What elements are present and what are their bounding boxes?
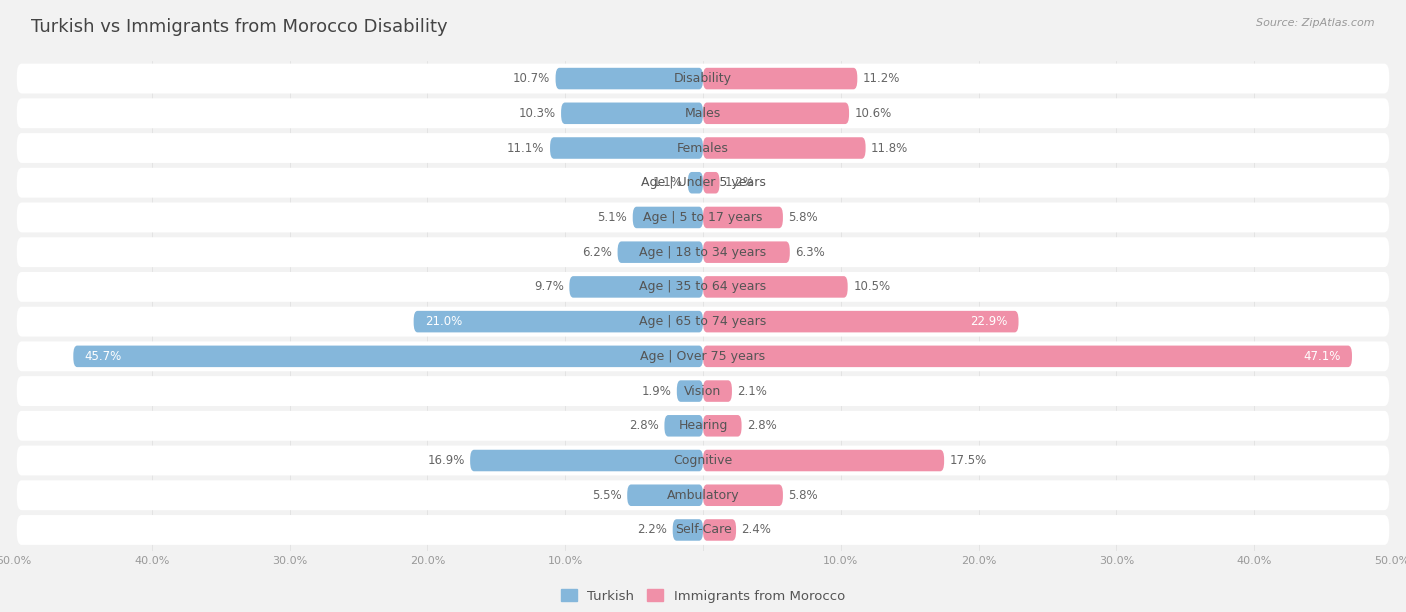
Text: 9.7%: 9.7%: [534, 280, 564, 293]
Legend: Turkish, Immigrants from Morocco: Turkish, Immigrants from Morocco: [555, 584, 851, 608]
Text: Hearing: Hearing: [678, 419, 728, 432]
FancyBboxPatch shape: [703, 450, 945, 471]
Text: Age | 35 to 64 years: Age | 35 to 64 years: [640, 280, 766, 293]
Text: Cognitive: Cognitive: [673, 454, 733, 467]
FancyBboxPatch shape: [470, 450, 703, 471]
Text: 16.9%: 16.9%: [427, 454, 464, 467]
Text: 11.2%: 11.2%: [863, 72, 900, 85]
Text: Self-Care: Self-Care: [675, 523, 731, 537]
Text: 6.3%: 6.3%: [796, 245, 825, 259]
FancyBboxPatch shape: [17, 133, 1389, 163]
Text: Age | 65 to 74 years: Age | 65 to 74 years: [640, 315, 766, 328]
Text: 10.5%: 10.5%: [853, 280, 890, 293]
Text: 11.8%: 11.8%: [872, 141, 908, 154]
Text: 6.2%: 6.2%: [582, 245, 612, 259]
Text: 22.9%: 22.9%: [970, 315, 1008, 328]
FancyBboxPatch shape: [703, 172, 720, 193]
FancyBboxPatch shape: [617, 241, 703, 263]
FancyBboxPatch shape: [665, 415, 703, 436]
Text: 11.1%: 11.1%: [508, 141, 544, 154]
Text: 5.5%: 5.5%: [592, 489, 621, 502]
Text: Males: Males: [685, 106, 721, 120]
Text: 21.0%: 21.0%: [425, 315, 463, 328]
FancyBboxPatch shape: [555, 68, 703, 89]
Text: 2.8%: 2.8%: [628, 419, 659, 432]
Text: 47.1%: 47.1%: [1303, 350, 1341, 363]
FancyBboxPatch shape: [627, 485, 703, 506]
FancyBboxPatch shape: [550, 137, 703, 159]
Text: Vision: Vision: [685, 384, 721, 398]
FancyBboxPatch shape: [703, 380, 733, 402]
FancyBboxPatch shape: [17, 515, 1389, 545]
FancyBboxPatch shape: [17, 411, 1389, 441]
Text: Age | Under 5 years: Age | Under 5 years: [641, 176, 765, 189]
FancyBboxPatch shape: [703, 241, 790, 263]
Text: 2.4%: 2.4%: [741, 523, 772, 537]
FancyBboxPatch shape: [672, 519, 703, 541]
FancyBboxPatch shape: [17, 272, 1389, 302]
FancyBboxPatch shape: [633, 207, 703, 228]
Text: Disability: Disability: [673, 72, 733, 85]
Text: 10.7%: 10.7%: [513, 72, 550, 85]
FancyBboxPatch shape: [17, 307, 1389, 337]
FancyBboxPatch shape: [17, 480, 1389, 510]
FancyBboxPatch shape: [703, 485, 783, 506]
Text: 1.1%: 1.1%: [652, 176, 682, 189]
Text: Source: ZipAtlas.com: Source: ZipAtlas.com: [1257, 18, 1375, 28]
Text: 10.6%: 10.6%: [855, 106, 891, 120]
Text: 5.8%: 5.8%: [789, 489, 818, 502]
FancyBboxPatch shape: [703, 346, 1353, 367]
FancyBboxPatch shape: [703, 207, 783, 228]
Text: 5.1%: 5.1%: [598, 211, 627, 224]
Text: Females: Females: [678, 141, 728, 154]
Text: Age | Over 75 years: Age | Over 75 years: [641, 350, 765, 363]
Text: 1.2%: 1.2%: [725, 176, 755, 189]
FancyBboxPatch shape: [703, 415, 741, 436]
FancyBboxPatch shape: [17, 203, 1389, 233]
Text: Ambulatory: Ambulatory: [666, 489, 740, 502]
FancyBboxPatch shape: [569, 276, 703, 297]
FancyBboxPatch shape: [703, 519, 737, 541]
FancyBboxPatch shape: [17, 237, 1389, 267]
Text: 2.8%: 2.8%: [747, 419, 778, 432]
FancyBboxPatch shape: [17, 341, 1389, 371]
FancyBboxPatch shape: [17, 64, 1389, 94]
FancyBboxPatch shape: [73, 346, 703, 367]
FancyBboxPatch shape: [676, 380, 703, 402]
FancyBboxPatch shape: [413, 311, 703, 332]
FancyBboxPatch shape: [17, 168, 1389, 198]
Text: Turkish vs Immigrants from Morocco Disability: Turkish vs Immigrants from Morocco Disab…: [31, 18, 447, 36]
Text: 17.5%: 17.5%: [949, 454, 987, 467]
Text: Age | 5 to 17 years: Age | 5 to 17 years: [644, 211, 762, 224]
FancyBboxPatch shape: [17, 99, 1389, 129]
FancyBboxPatch shape: [703, 103, 849, 124]
FancyBboxPatch shape: [703, 68, 858, 89]
FancyBboxPatch shape: [688, 172, 703, 193]
FancyBboxPatch shape: [17, 446, 1389, 476]
FancyBboxPatch shape: [561, 103, 703, 124]
FancyBboxPatch shape: [703, 311, 1018, 332]
Text: 2.1%: 2.1%: [738, 384, 768, 398]
FancyBboxPatch shape: [703, 137, 866, 159]
Text: 1.9%: 1.9%: [641, 384, 671, 398]
FancyBboxPatch shape: [703, 276, 848, 297]
Text: Age | 18 to 34 years: Age | 18 to 34 years: [640, 245, 766, 259]
Text: 5.8%: 5.8%: [789, 211, 818, 224]
Text: 45.7%: 45.7%: [84, 350, 121, 363]
FancyBboxPatch shape: [17, 376, 1389, 406]
Text: 2.2%: 2.2%: [637, 523, 668, 537]
Text: 10.3%: 10.3%: [519, 106, 555, 120]
